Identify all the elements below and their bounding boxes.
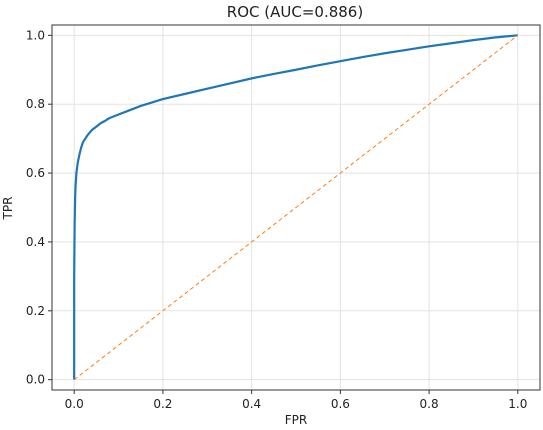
y-tick-label: 0.8 — [26, 97, 45, 111]
y-tick-label: 0.4 — [26, 235, 45, 249]
chance-diagonal-line — [73, 34, 519, 381]
x-axis: 0.0 0.2 0.4 0.6 0.8 1.0 — [65, 390, 527, 411]
x-axis-label: FPR — [285, 413, 307, 427]
y-tick-label: 1.0 — [26, 28, 45, 42]
plot-frame — [51, 24, 541, 391]
grid — [52, 25, 540, 390]
y-tick-label: 0.6 — [26, 166, 45, 180]
x-tick-label: 0.8 — [420, 397, 439, 411]
x-tick-label: 0.6 — [331, 397, 350, 411]
series-layer — [73, 34, 519, 381]
x-tick-label: 0.2 — [153, 397, 172, 411]
y-tick-label: 0.0 — [26, 373, 45, 387]
chart-title: ROC (AUC=0.886) — [227, 3, 363, 21]
y-tick-label: 0.2 — [26, 304, 45, 318]
x-tick-label: 0.0 — [65, 397, 84, 411]
x-tick-label: 0.4 — [242, 397, 261, 411]
y-axis: 0.0 0.2 0.4 0.6 0.8 1.0 — [26, 28, 52, 387]
x-tick-label: 1.0 — [508, 397, 527, 411]
y-axis-label: TPR — [1, 197, 15, 221]
roc-curve-line — [73, 34, 518, 380]
